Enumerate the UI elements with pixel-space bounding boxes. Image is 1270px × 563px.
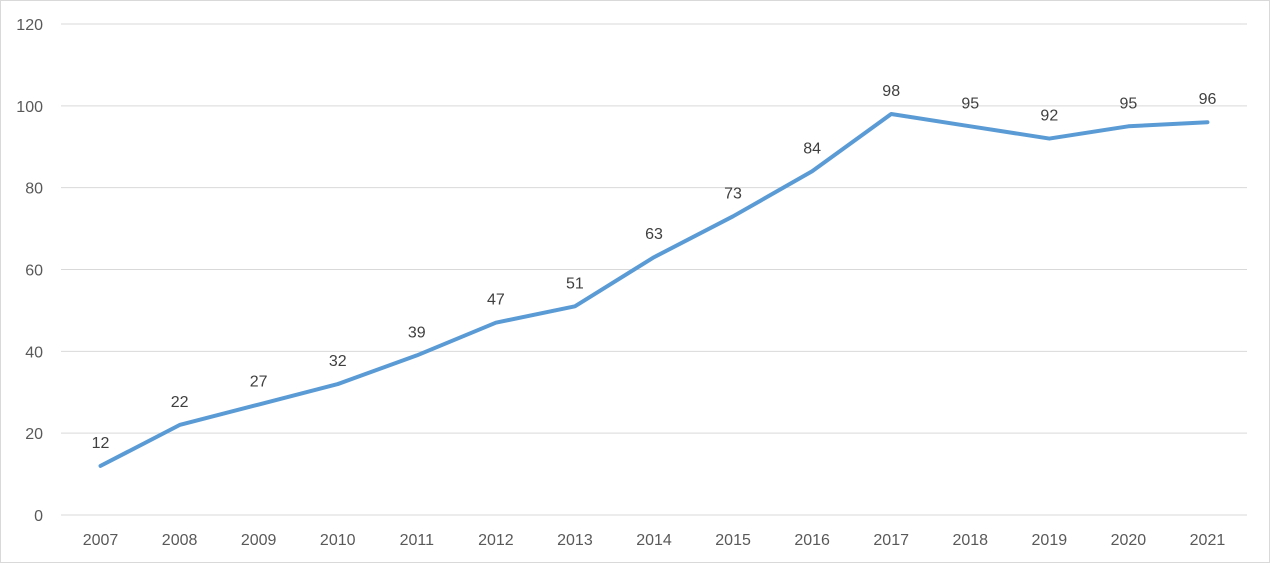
x-tick-label-2016: 2016	[794, 532, 830, 549]
data-label-2012: 47	[487, 292, 505, 309]
x-axis-tick-labels: 2007 2008 2009 2010 2011 2012 2013 2014 2015 2016…	[83, 532, 1226, 549]
data-label-2010: 32	[329, 353, 347, 370]
x-tick-label-2021: 2021	[1190, 532, 1226, 549]
series-line-0	[98, 112, 1210, 468]
data-label-2017: 98	[882, 83, 900, 100]
x-tick-label-2007: 2007	[83, 532, 119, 549]
x-tick-label-2020: 2020	[1111, 532, 1147, 549]
y-tick-label-20: 20	[25, 426, 43, 443]
y-tick-label-0: 0	[34, 508, 43, 525]
data-label-2020: 95	[1120, 95, 1138, 112]
data-label-2016: 84	[803, 140, 821, 157]
y-tick-label-100: 100	[16, 99, 43, 116]
y-axis-tick-labels: 0 20 40 60 80 100 120	[16, 17, 43, 525]
x-tick-label-2008: 2008	[162, 532, 198, 549]
data-labels: 12 22 27 32 39 47 51 63 73 84 98 95 92 95 96	[92, 83, 1217, 452]
series-group	[98, 112, 1210, 468]
data-label-2021: 96	[1199, 91, 1217, 108]
x-tick-label-2014: 2014	[636, 532, 672, 549]
x-tick-label-2018: 2018	[952, 532, 988, 549]
data-label-2018: 95	[961, 95, 979, 112]
x-tick-label-2010: 2010	[320, 532, 356, 549]
y-tick-label-80: 80	[25, 181, 43, 198]
x-tick-label-2012: 2012	[478, 532, 514, 549]
data-label-2009: 27	[250, 374, 268, 391]
x-tick-label-2011: 2011	[400, 532, 435, 549]
data-label-2014: 63	[645, 226, 663, 243]
x-tick-label-2019: 2019	[1032, 532, 1068, 549]
x-tick-label-2017: 2017	[873, 532, 909, 549]
x-tick-label-2015: 2015	[715, 532, 751, 549]
y-tick-label-60: 60	[25, 263, 43, 280]
data-label-2013: 51	[566, 275, 584, 292]
x-tick-label-2013: 2013	[557, 532, 593, 549]
x-tick-label-2009: 2009	[241, 532, 277, 549]
data-label-2015: 73	[724, 185, 742, 202]
data-label-2007: 12	[92, 435, 110, 452]
gridlines	[61, 23, 1247, 516]
y-tick-label-120: 120	[16, 17, 43, 34]
data-label-2019: 92	[1040, 108, 1058, 125]
data-label-2008: 22	[171, 394, 189, 411]
y-tick-label-40: 40	[25, 344, 43, 361]
data-label-2011: 39	[408, 324, 426, 341]
